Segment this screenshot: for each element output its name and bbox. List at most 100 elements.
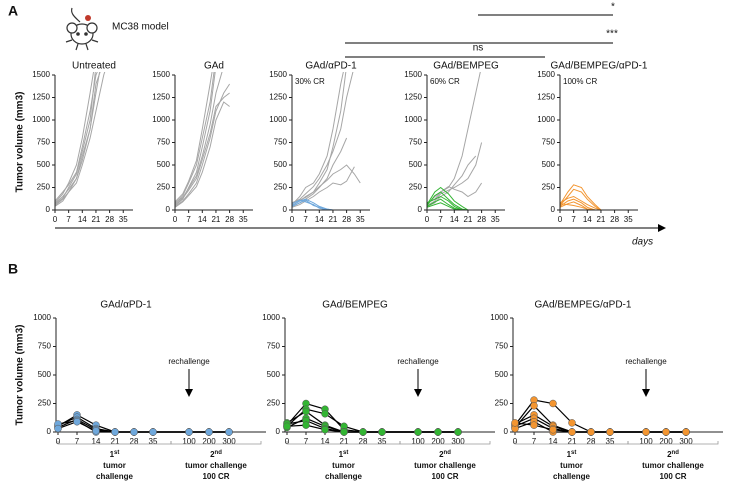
challenge-label: challenge — [553, 472, 590, 481]
tumor-line — [175, 72, 215, 205]
tumor-point — [549, 399, 557, 408]
y-tick-label: 1000 — [33, 313, 51, 322]
x-tick-label: 21 — [463, 215, 472, 224]
y-tick-label: 250 — [267, 399, 281, 408]
y-tick-label: 250 — [38, 399, 52, 408]
challenge-bracket — [627, 441, 719, 445]
x-tick-label: 14 — [315, 215, 324, 224]
x-tick-label: 7 — [66, 215, 71, 224]
y-tick-label: 250 — [495, 399, 509, 408]
y-tick-label: 0 — [418, 205, 423, 214]
y-tick-label: 500 — [267, 370, 281, 379]
y-tick-label: 750 — [409, 138, 423, 147]
x-tick-label: 200 — [659, 437, 673, 446]
ordinal-suffix: nd — [672, 450, 680, 456]
y-tick-label: 250 — [274, 183, 288, 192]
y-tick-label: 750 — [274, 138, 288, 147]
y-tick-label: 500 — [409, 160, 423, 169]
y-tick-label: 1500 — [152, 70, 170, 79]
tumor-line — [175, 72, 213, 203]
ordinal-number: 2 — [439, 450, 444, 459]
y-tick-label: 500 — [274, 160, 288, 169]
tumor-line — [175, 92, 230, 205]
y-tick-label: 750 — [267, 342, 281, 351]
tumor-point — [530, 402, 538, 410]
x-tick-label: 14 — [321, 437, 330, 446]
x-tick-label: 200 — [202, 437, 216, 446]
tumor-line — [427, 72, 481, 205]
x-tick-label: 100 — [182, 437, 196, 446]
tumor-point — [682, 428, 690, 436]
challenge-bracket — [170, 441, 262, 445]
x-tick-label: 14 — [78, 215, 87, 224]
annotation: 30% CR — [295, 77, 325, 86]
tumor-point — [568, 428, 576, 436]
y-tick-label: 1000 — [404, 115, 422, 124]
ordinal-number: 2 — [210, 450, 215, 459]
y-tick-label: 500 — [495, 370, 509, 379]
significance-bars — [345, 14, 613, 58]
tumor-line — [427, 191, 496, 210]
chart-title: Untreated — [72, 61, 116, 72]
x-tick-label: 28 — [477, 215, 486, 224]
tumor-point — [511, 419, 519, 427]
significance-label: ns — [473, 43, 484, 54]
tumor-line — [427, 186, 496, 210]
chart-title: GAd/BEMPEG — [322, 300, 388, 311]
panel-label: B — [8, 261, 18, 277]
tumor-point — [662, 428, 670, 436]
challenge-label: tumor challenge — [642, 461, 704, 470]
y-tick-label: 0 — [551, 205, 556, 214]
x-tick-label: 100 — [411, 437, 425, 446]
x-tick-label: 28 — [105, 215, 114, 224]
ordinal-number: 1 — [339, 450, 344, 459]
tumor-point — [302, 421, 310, 429]
y-tick-label: 750 — [38, 342, 52, 351]
x-tick-label: 0 — [53, 215, 58, 224]
y-axis-label: Tumor volume (mm3) — [15, 325, 26, 426]
mouse-icon — [65, 7, 99, 51]
y-tick-label: 1000 — [262, 313, 280, 322]
y-tick-label: 1000 — [537, 115, 555, 124]
x-tick-label: 28 — [342, 215, 351, 224]
y-tick-label: 1000 — [152, 115, 170, 124]
tumor-line — [292, 199, 361, 210]
tumor-line — [286, 402, 458, 433]
panel-label: A — [8, 3, 18, 19]
y-tick-label: 0 — [276, 427, 281, 436]
tumor-point — [225, 428, 233, 436]
tumor-line — [55, 72, 106, 206]
tumor-line — [560, 195, 629, 210]
ordinal-suffix: st — [571, 450, 576, 456]
y-tick-label: 1000 — [269, 115, 287, 124]
x-tick-label: 21 — [568, 437, 577, 446]
x-tick-label: 21 — [91, 215, 100, 224]
tumor-line — [292, 164, 361, 205]
x-tick-label: 35 — [606, 437, 615, 446]
x-tick-label: 21 — [340, 437, 349, 446]
x-tick-label: 21 — [211, 215, 220, 224]
tumor-line — [286, 417, 458, 433]
y-tick-label: 250 — [409, 183, 423, 192]
tumor-point — [149, 428, 157, 436]
significance-label: *** — [606, 29, 618, 40]
tumor-point — [321, 410, 329, 418]
y-tick-label: 500 — [157, 160, 171, 169]
ordinal-number: 2 — [667, 450, 672, 459]
y-tick-label: 1000 — [490, 313, 508, 322]
significance-label: * — [611, 2, 615, 13]
chart-title: GAd/BEMPEG/αPD-1 — [535, 300, 632, 311]
x-tick-label: 0 — [558, 215, 563, 224]
y-tick-label: 750 — [157, 138, 171, 147]
x-tick-label: 35 — [356, 215, 365, 224]
x-tick-label: 14 — [450, 215, 459, 224]
challenge-ordinal: 2nd — [210, 450, 222, 460]
x-tick-label: 0 — [173, 215, 178, 224]
y-tick-label: 0 — [47, 427, 52, 436]
tumor-line — [175, 83, 231, 207]
y-tick-label: 0 — [283, 205, 288, 214]
x-tick-label: 28 — [587, 437, 596, 446]
y-tick-label: 1250 — [32, 93, 50, 102]
x-tick-label: 14 — [583, 215, 592, 224]
tumor-point — [92, 427, 100, 435]
